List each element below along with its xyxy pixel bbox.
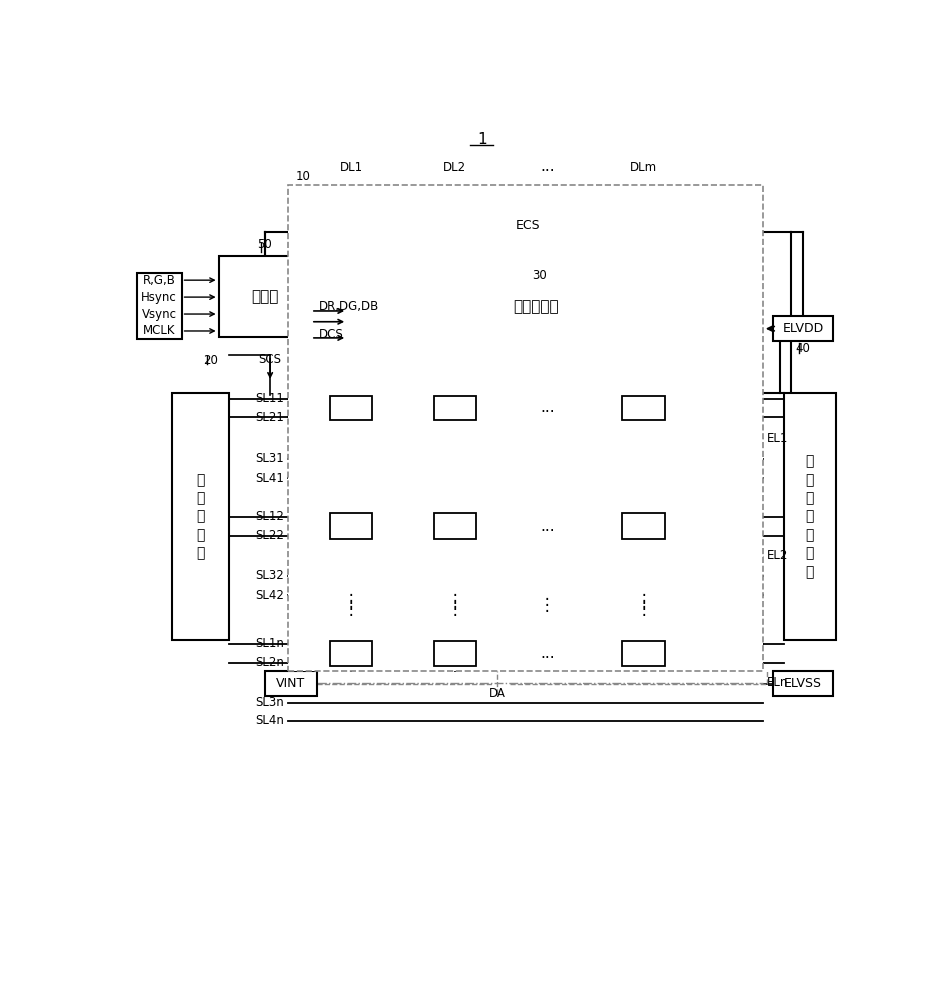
Bar: [784, 393, 836, 640]
Text: ⋮: ⋮: [539, 596, 555, 614]
Text: 数据驱动器: 数据驱动器: [513, 299, 559, 314]
Text: 20: 20: [203, 354, 218, 367]
Text: EL1: EL1: [767, 432, 789, 445]
Text: SL31: SL31: [255, 452, 284, 465]
Bar: [622, 513, 664, 539]
Text: ELVDD: ELVDD: [782, 322, 823, 335]
Text: VINT: VINT: [277, 677, 306, 690]
Text: 控制器: 控制器: [251, 289, 279, 304]
Text: ⋮: ⋮: [635, 592, 652, 610]
Text: ⋮: ⋮: [343, 592, 359, 610]
Text: ...: ...: [540, 159, 554, 174]
Text: 50: 50: [257, 238, 272, 251]
Bar: [218, 256, 311, 337]
Bar: [773, 671, 833, 696]
Text: SL32: SL32: [255, 569, 284, 582]
Bar: [622, 641, 664, 666]
Text: 发
射
控
制
驱
动
器: 发 射 控 制 驱 动 器: [805, 454, 814, 579]
Text: DL2: DL2: [443, 161, 467, 174]
Text: ...: ...: [540, 519, 554, 534]
Text: ⋮: ⋮: [343, 600, 359, 618]
Text: ECS: ECS: [516, 219, 540, 232]
Bar: [329, 513, 372, 539]
Bar: [172, 393, 229, 640]
Bar: [434, 513, 476, 539]
Text: ELn: ELn: [767, 676, 789, 689]
Text: DL1: DL1: [340, 161, 362, 174]
Bar: [434, 396, 476, 420]
Bar: [329, 396, 372, 420]
Text: ...: ...: [540, 400, 554, 415]
Text: ⋮: ⋮: [447, 592, 463, 610]
Text: DR,DG,DB: DR,DG,DB: [319, 300, 379, 313]
Text: SCS: SCS: [259, 353, 281, 366]
Text: SL22: SL22: [255, 529, 284, 542]
Text: ELVSS: ELVSS: [784, 677, 822, 690]
Text: ⋮: ⋮: [635, 600, 652, 618]
Text: 10: 10: [295, 170, 311, 183]
Text: DCS: DCS: [319, 328, 343, 341]
Text: SL3n: SL3n: [255, 696, 284, 709]
Text: SL41: SL41: [255, 472, 284, 485]
Text: SL1n: SL1n: [255, 637, 284, 650]
Bar: [329, 641, 372, 666]
Bar: [622, 396, 664, 420]
Text: DLm: DLm: [630, 161, 657, 174]
Bar: [288, 185, 763, 671]
Text: SL42: SL42: [255, 589, 284, 602]
Text: EL2: EL2: [767, 549, 789, 562]
Bar: [347, 286, 725, 328]
Text: SL21: SL21: [255, 411, 284, 424]
Text: MCLK: MCLK: [143, 324, 176, 337]
Text: ⋮: ⋮: [447, 600, 463, 618]
Bar: [434, 641, 476, 666]
Text: R,G,B: R,G,B: [143, 274, 176, 287]
Text: 扫
描
驱
动
器: 扫 描 驱 动 器: [197, 473, 204, 560]
Text: SL2n: SL2n: [255, 656, 284, 669]
Text: SL12: SL12: [255, 510, 284, 523]
Text: SL11: SL11: [255, 392, 284, 405]
Text: 40: 40: [795, 342, 810, 355]
Text: Vsync: Vsync: [142, 308, 177, 321]
Text: SL4n: SL4n: [255, 714, 284, 727]
Text: Hsync: Hsync: [141, 291, 177, 304]
Bar: [264, 671, 317, 696]
Text: DA: DA: [488, 687, 505, 700]
Bar: [773, 316, 833, 341]
Text: 30: 30: [533, 269, 547, 282]
Bar: [137, 273, 182, 339]
Text: ...: ...: [540, 646, 554, 661]
Text: 1: 1: [477, 132, 486, 147]
